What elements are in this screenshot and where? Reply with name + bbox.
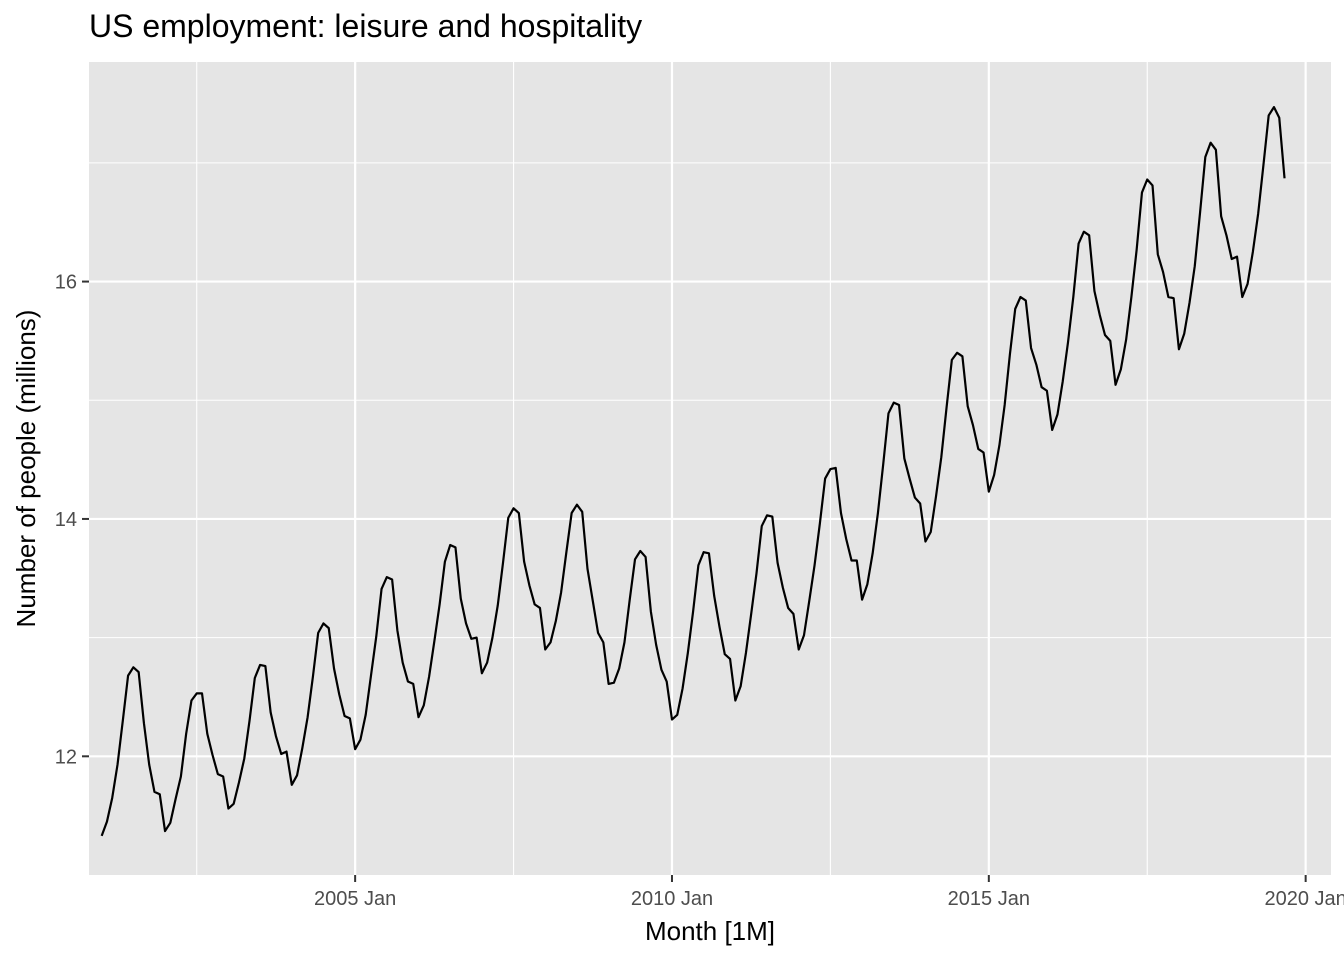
x-tick-label: 2015 Jan: [948, 888, 1030, 910]
chart-title: US employment: leisure and hospitality: [89, 8, 643, 44]
x-tick-label: 2005 Jan: [314, 888, 396, 910]
axes: 2005 Jan 2010 Jan 2015 Jan 2020 Jan 12 14 16: [55, 272, 1344, 910]
y-tick-label: 12: [55, 746, 77, 768]
y-axis-title: Number of people (millions): [11, 310, 41, 628]
y-tick-label: 14: [55, 509, 77, 531]
x-tick-label: 2020 Jan: [1265, 888, 1344, 910]
x-axis-title: Month [1M]: [645, 916, 775, 946]
employment-series-line: [100, 106, 1286, 837]
x-tick-label: 2010 Jan: [631, 888, 713, 910]
y-tick-label: 16: [55, 272, 77, 294]
grid-lines: [89, 62, 1331, 875]
plot-panel: [89, 62, 1331, 875]
